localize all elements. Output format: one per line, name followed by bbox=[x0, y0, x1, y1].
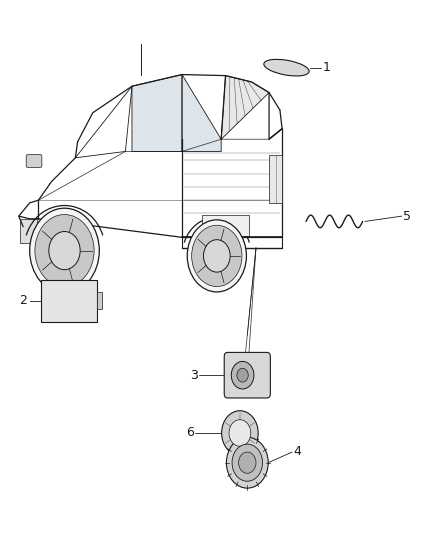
Text: 3: 3 bbox=[190, 369, 198, 382]
Text: 1: 1 bbox=[322, 61, 330, 74]
Text: 5: 5 bbox=[403, 209, 411, 223]
Circle shape bbox=[187, 220, 247, 292]
Circle shape bbox=[35, 215, 94, 287]
FancyBboxPatch shape bbox=[201, 215, 250, 236]
Polygon shape bbox=[182, 75, 221, 151]
FancyBboxPatch shape bbox=[41, 280, 97, 322]
Circle shape bbox=[232, 444, 262, 481]
Text: 4: 4 bbox=[293, 445, 301, 457]
Circle shape bbox=[30, 208, 99, 293]
Text: 6: 6 bbox=[186, 426, 194, 440]
Polygon shape bbox=[221, 76, 269, 139]
FancyBboxPatch shape bbox=[26, 155, 42, 167]
Ellipse shape bbox=[264, 59, 309, 76]
FancyBboxPatch shape bbox=[224, 352, 270, 398]
Circle shape bbox=[49, 231, 80, 270]
Circle shape bbox=[226, 437, 268, 488]
Circle shape bbox=[204, 240, 230, 272]
FancyBboxPatch shape bbox=[97, 293, 102, 310]
Circle shape bbox=[239, 452, 256, 473]
Polygon shape bbox=[132, 75, 182, 151]
Circle shape bbox=[192, 225, 242, 287]
Circle shape bbox=[231, 361, 254, 389]
Text: 2: 2 bbox=[19, 294, 27, 308]
FancyBboxPatch shape bbox=[20, 219, 37, 243]
Circle shape bbox=[229, 419, 251, 446]
Circle shape bbox=[237, 368, 248, 382]
FancyBboxPatch shape bbox=[269, 155, 282, 203]
Circle shape bbox=[222, 411, 258, 455]
